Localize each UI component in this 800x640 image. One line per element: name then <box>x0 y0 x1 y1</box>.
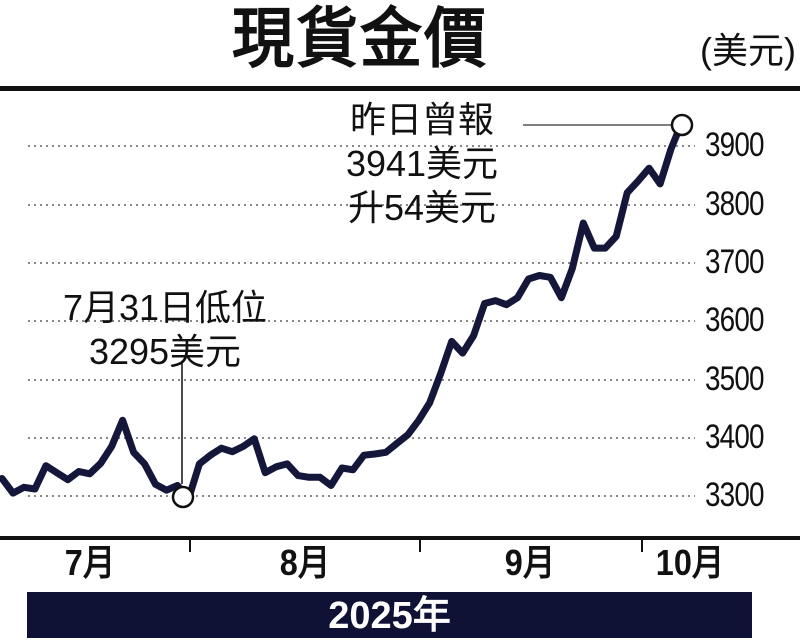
month-label-aug: 8月 <box>279 542 331 583</box>
low-point-marker <box>171 485 195 509</box>
high-annotation: 昨日曾報 3941美元 升54美元 <box>322 98 522 230</box>
chart-title: 現貨金價 <box>231 3 488 76</box>
month-label-oct: 10月 <box>655 542 725 583</box>
y-tick-label: 3800 <box>705 185 765 223</box>
high-point-marker <box>670 113 694 137</box>
low-annotation-line2: 3295美元 <box>88 331 242 372</box>
y-tick-label: 3300 <box>705 476 765 514</box>
month-label-jul: 7月 <box>64 542 116 583</box>
top-rule <box>0 86 800 91</box>
month-label-sep: 9月 <box>504 542 556 583</box>
high-annotation-line1: 昨日曾報 <box>349 99 494 140</box>
year-band: 2025年 <box>27 592 752 638</box>
high-annotation-line2: 3941美元 <box>345 143 499 184</box>
price-line <box>0 118 686 503</box>
high-annotation-line3: 升54美元 <box>347 187 497 228</box>
low-annotation-line1: 7月31日低位 <box>62 287 268 328</box>
y-tick-label: 3900 <box>705 126 765 164</box>
y-tick-label: 3500 <box>705 360 765 398</box>
y-tick-label: 3400 <box>705 418 765 456</box>
y-tick-label: 3700 <box>705 243 765 281</box>
y-tick-label: 3600 <box>705 301 765 339</box>
unit-label: (美元) <box>700 30 796 71</box>
low-annotation: 7月31日低位 3295美元 <box>30 286 300 374</box>
